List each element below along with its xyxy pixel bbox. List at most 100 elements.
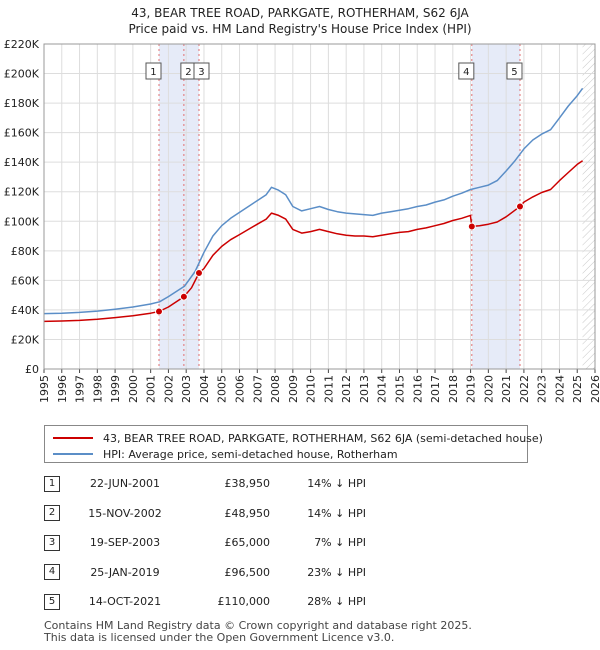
legend-label-property: 43, BEAR TREE ROAD, PARKGATE, ROTHERHAM,… [103,431,543,445]
sale-label-text: 5 [511,67,517,78]
x-tick-label: 2019 [465,375,478,403]
sale-label-box [458,62,475,80]
sale-price: £38,950 [224,477,271,491]
y-tick-label: £20K [11,333,40,346]
sale-point [179,292,188,301]
sale-label-text: 3 [198,67,204,78]
footer-copyright: Contains HM Land Registry data © Crown c… [44,619,472,632]
footer-licence: This data is licensed under the Open Gov… [44,631,395,644]
y-tick-label: £80K [11,245,40,258]
sale-label: 3 [193,62,210,80]
sale-label-box [145,62,162,80]
sale-date: 25-JAN-2019 [90,565,160,579]
y-tick-label: £140K [4,156,40,169]
sale-point [515,202,524,211]
footer: Contains HM Land Registry data © Crown c… [44,620,472,644]
x-tick-label: 2015 [393,375,406,403]
legend-item-hpi: HPI: Average price, semi-detached house,… [53,446,398,462]
sale-number-badge: 4 [44,564,60,581]
x-tick-label: 2022 [518,375,531,403]
y-tick-label: £160K [4,127,40,140]
legend-swatch-property [53,437,93,439]
x-tick-label: 2006 [234,375,247,403]
sale-hpi-diff: 28% ↓ HPI [307,595,366,609]
sale-number-badge: 3 [44,534,60,551]
shaded-period [471,44,520,369]
x-tick-label: 2017 [429,375,442,403]
sales-table: 1 22-JUN-2001 £38,950 14% ↓ HPI 2 15-NOV… [44,469,366,617]
sale-label-box [193,62,210,80]
sale-label-box [506,62,523,80]
x-tick-label: 2021 [500,375,513,403]
sale-price: £96,500 [224,565,271,579]
x-tick-label: 2016 [411,375,424,403]
y-tick-label: £40K [11,304,40,317]
x-tick-label: 1995 [38,375,51,403]
sale-label: 4 [458,62,475,80]
x-tick-label: 1996 [56,375,69,403]
x-tick-label: 2020 [482,375,495,403]
sale-label: 1 [145,62,162,80]
hpi-series-line [44,87,584,315]
y-tick-label: £120K [4,186,40,199]
sale-date: 15-NOV-2002 [88,506,162,520]
x-tick-label: 2025 [571,375,584,403]
x-tick-label: 2026 [589,375,600,403]
sale-hpi-diff: 14% ↓ HPI [307,506,366,520]
legend-swatch-hpi [53,453,93,455]
legend-item-property: 43, BEAR TREE ROAD, PARKGATE, ROTHERHAM,… [53,430,543,446]
sale-label: 5 [506,62,523,80]
legend: 43, BEAR TREE ROAD, PARKGATE, ROTHERHAM,… [44,425,543,463]
price-chart: 43, BEAR TREE ROAD, PARKGATE, ROTHERHAM,… [4,6,600,403]
table-row: 5 14-OCT-2021 £110,000 28% ↓ HPI [44,587,366,617]
sale-price: £65,000 [224,536,271,550]
x-tick-label: 2007 [251,375,264,403]
x-tick-label: 1998 [91,375,104,403]
x-tick-label: 2003 [180,375,193,403]
sale-date: 19-SEP-2003 [89,536,161,550]
x-tick-label: 2005 [216,375,229,403]
x-tick-label: 2001 [145,375,158,403]
sale-label-text: 1 [150,67,156,78]
sale-number-badge: 2 [44,505,60,522]
sale-hpi-diff: 7% ↓ HPI [314,536,366,550]
sale-point [467,222,476,231]
y-tick-label: £0 [25,363,39,376]
y-tick-label: £180K [4,97,40,110]
x-tick-label: 2009 [287,375,300,403]
sale-date: 22-JUN-2001 [89,477,161,491]
table-row: 2 15-NOV-2002 £48,950 14% ↓ HPI [44,499,366,529]
x-tick-label: 2008 [269,375,282,403]
sale-number-badge: 1 [44,475,60,492]
shaded-period [158,44,199,369]
x-tick-label: 1999 [109,375,122,403]
x-tick-label: 2024 [553,375,566,403]
x-tick-label: 1997 [74,375,87,403]
plot-frame [43,43,596,370]
sale-hpi-diff: 14% ↓ HPI [307,477,366,491]
sale-label-text: 4 [463,67,469,78]
x-tick-label: 2000 [127,375,140,403]
legend-label-hpi: HPI: Average price, semi-detached house,… [103,447,398,461]
x-tick-label: 2013 [358,375,371,403]
sale-point [154,307,163,316]
sale-price: £110,000 [217,595,271,609]
x-tick-label: 2014 [376,375,389,403]
y-tick-label: £100K [4,215,40,228]
sale-date: 14-OCT-2021 [88,595,162,609]
y-tick-label: £220K [4,38,40,51]
sale-number-badge: 5 [44,593,60,610]
sale-price: £48,950 [224,506,271,520]
sale-hpi-diff: 23% ↓ HPI [307,565,366,579]
table-row: 4 25-JAN-2019 £96,500 23% ↓ HPI [44,558,366,588]
chart-title: 43, BEAR TREE ROAD, PARKGATE, ROTHERHAM,… [131,6,469,20]
future-hatch [582,44,595,369]
sale-label: 2 [180,62,197,80]
table-row: 3 19-SEP-2003 £65,000 7% ↓ HPI [44,528,366,558]
x-tick-label: 2023 [536,375,549,403]
x-tick-label: 2002 [162,375,175,403]
y-tick-label: £200K [4,68,40,81]
x-tick-label: 2010 [305,375,318,403]
x-tick-label: 2011 [322,375,335,403]
x-tick-label: 2012 [340,375,353,403]
